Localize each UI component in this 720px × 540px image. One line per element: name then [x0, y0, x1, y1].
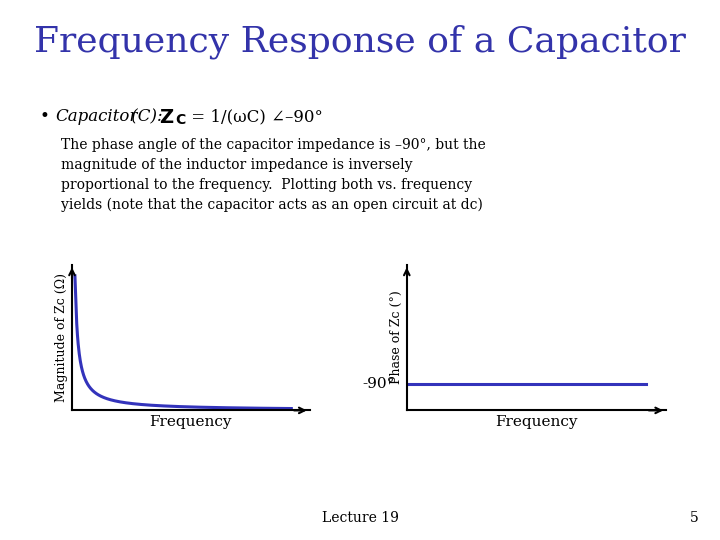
X-axis label: Frequency: Frequency	[495, 415, 577, 429]
Text: -90°: -90°	[362, 377, 395, 391]
Y-axis label: Magnitude of Zᴄ (Ω): Magnitude of Zᴄ (Ω)	[55, 273, 68, 402]
Text: C: C	[175, 113, 185, 127]
Text: Lecture 19: Lecture 19	[322, 511, 398, 525]
Text: •: •	[40, 108, 50, 125]
Text: Frequency Response of a Capacitor: Frequency Response of a Capacitor	[34, 24, 686, 59]
Text: 5: 5	[690, 511, 698, 525]
Text: The phase angle of the capacitor impedance is –90°, but the
magnitude of the ind: The phase angle of the capacitor impedan…	[61, 138, 486, 212]
Text: Z: Z	[159, 108, 174, 127]
Text: = 1/(ωC) ∠–90°: = 1/(ωC) ∠–90°	[186, 108, 323, 125]
X-axis label: Frequency: Frequency	[150, 415, 232, 429]
Text: Capacitor: Capacitor	[55, 108, 138, 125]
Y-axis label: Phase of Zᴄ (°): Phase of Zᴄ (°)	[390, 291, 402, 384]
Text: (C):: (C):	[126, 108, 163, 125]
